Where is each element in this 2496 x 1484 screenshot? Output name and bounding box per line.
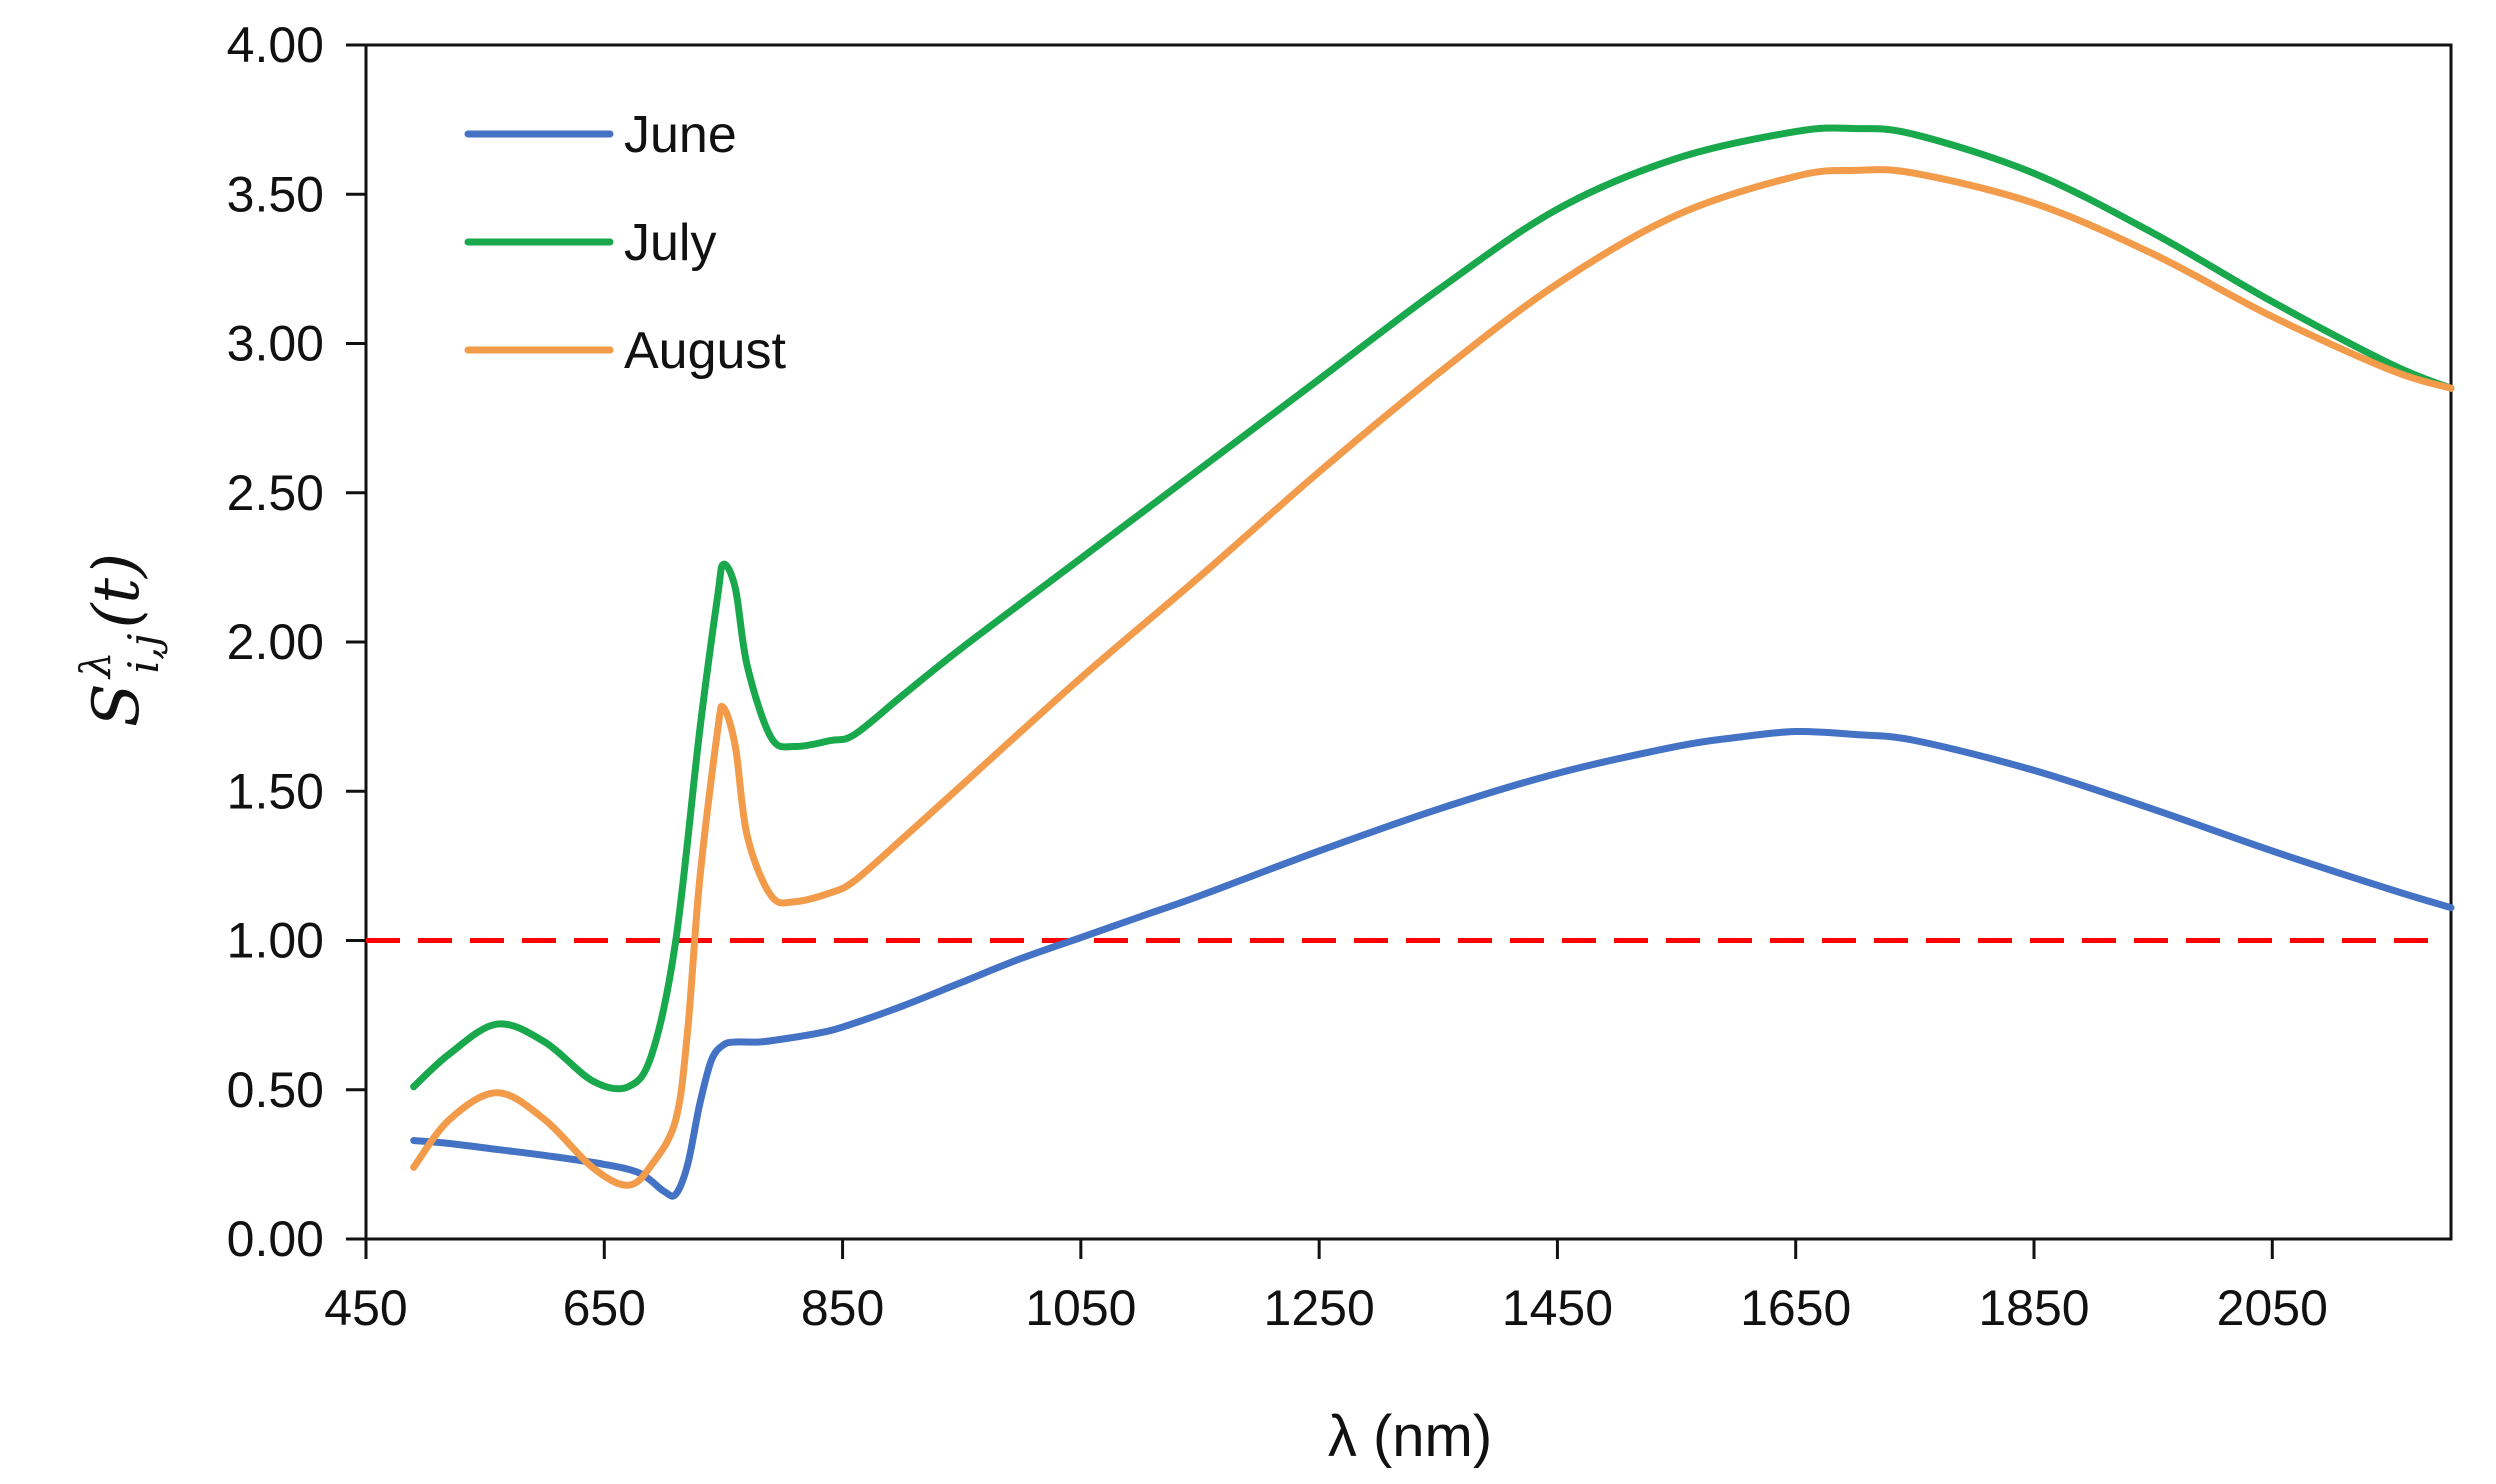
x-tick-label: 650 [563,1280,646,1336]
x-axis: 450 650 850 1050 1250 1450 1650 1850 2050 [324,1239,2328,1336]
y-tick-label: 4.00 [227,17,324,73]
y-tick-label: 2.00 [227,614,324,670]
series-line-july [410,124,2455,1093]
x-tick-label: 1450 [1502,1280,1613,1336]
x-tick-label: 1850 [1978,1280,2089,1336]
y-axis-title-suffix: (t) [80,553,154,629]
legend-label-june: June [624,106,737,164]
y-tick-label: 3.50 [227,166,324,222]
legend: June July August [464,106,786,380]
y-tick-label: 3.00 [227,316,324,372]
y-axis-title-base: S [80,683,154,727]
y-tick-label: 2.50 [227,465,324,521]
series-line-june [410,727,2455,1200]
legend-label-july: July [624,214,716,272]
y-tick-label: 0.00 [227,1211,324,1267]
series-line-august [410,166,2455,1189]
y-axis-title: S λ i,j (t) [71,553,168,727]
x-tick-label: 850 [801,1280,884,1336]
y-tick-label: 0.50 [227,1062,324,1118]
y-axis: 0.00 0.50 1.00 1.50 2.00 2.50 3.00 3.50 4.00 [227,17,366,1267]
y-axis-title-superscript: λ [71,652,120,681]
x-tick-label: 450 [324,1280,407,1336]
legend-label-august: August [624,322,786,380]
x-axis-title: λ (nm) [1328,1404,1492,1469]
y-axis-title-subscript: i,j [119,634,168,674]
x-tick-label: 1050 [1025,1280,1136,1336]
x-tick-label: 2050 [2217,1280,2328,1336]
y-tick-label: 1.50 [227,763,324,819]
x-tick-label: 1250 [1264,1280,1375,1336]
series-group [410,124,2455,1200]
y-tick-label: 1.00 [227,913,324,969]
x-tick-label: 1650 [1740,1280,1851,1336]
